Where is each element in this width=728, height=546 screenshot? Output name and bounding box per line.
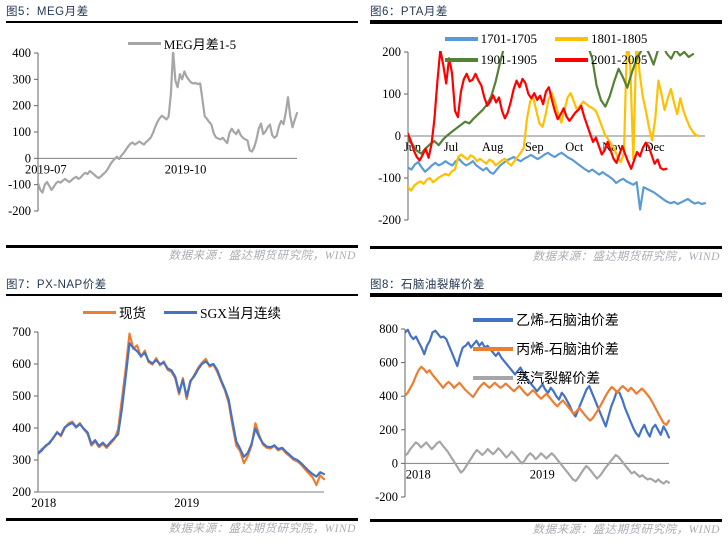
svg-text:200: 200 xyxy=(12,99,31,113)
svg-text:600: 600 xyxy=(12,357,31,371)
chart-fig6: -200 -100 0 100 200 Jun Jul Aug Sep Oct Nov Dec 170… xyxy=(370,24,722,246)
series-line xyxy=(408,151,706,211)
source-note: 数据来源：盛达期货研究院，WIND xyxy=(532,251,720,263)
svg-text:Sep: Sep xyxy=(525,140,544,154)
chart-fig8: -200 0 200 400 600 800 2018 2019 乙烯-石脑油价差 丙烯-石脑油… xyxy=(370,297,722,519)
series-line xyxy=(38,342,325,478)
svg-text:2019: 2019 xyxy=(530,467,555,481)
svg-text:0: 0 xyxy=(395,129,401,143)
svg-text:Jul: Jul xyxy=(444,140,459,154)
svg-text:600: 600 xyxy=(379,356,398,370)
chart-panel-fig6: 图6：PTA月差 -200 -100 0 100 200 Jun Jul Aug Sep Oct N… xyxy=(364,0,728,273)
svg-text:400: 400 xyxy=(12,421,31,435)
svg-text:-200: -200 xyxy=(378,213,401,227)
svg-text:-200: -200 xyxy=(375,490,398,504)
svg-text:0: 0 xyxy=(25,151,31,165)
series-line xyxy=(405,440,670,485)
title-divider xyxy=(6,21,358,23)
series-line xyxy=(38,332,325,487)
svg-text:200: 200 xyxy=(379,423,398,437)
chart-title-fig7: 图7：PX-NAP价差 xyxy=(6,279,107,291)
source-note: 数据来源：盛达期货研究院，WIND xyxy=(168,523,356,535)
px-nap-spread-line-chart: 200 300 400 500 600 700 2018 2019 xyxy=(12,325,325,510)
svg-text:300: 300 xyxy=(12,453,31,467)
svg-text:2019-07: 2019-07 xyxy=(25,162,67,176)
svg-text:700: 700 xyxy=(12,325,31,339)
chart-title-fig8: 图8：石脑油裂解价差 xyxy=(370,279,485,291)
svg-text:2018: 2018 xyxy=(406,467,431,481)
chart-panel-fig7: 图7：PX-NAP价差 200 300 400 500 600 700 2018 2019 现… xyxy=(0,273,364,546)
naphtha-crack-spread-line-chart: -200 0 200 400 600 800 2018 2019 xyxy=(375,322,670,504)
svg-text:-200: -200 xyxy=(8,204,31,218)
svg-text:500: 500 xyxy=(12,389,31,403)
chart-panel-fig5: 图5：MEG月差 -200 -100 0 100 200 300 400 2019-07 201… xyxy=(0,0,364,273)
source-note: 数据来源：盛达期货研究院，WIND xyxy=(532,524,720,536)
svg-text:300: 300 xyxy=(12,72,31,86)
series-line xyxy=(38,52,298,194)
bottom-divider xyxy=(6,245,358,248)
svg-text:Aug: Aug xyxy=(482,140,504,154)
series-line xyxy=(405,365,670,426)
series-line xyxy=(408,51,701,192)
svg-text:-100: -100 xyxy=(378,171,401,185)
chart-fig7: 200 300 400 500 600 700 2018 2019 现货 SGX当月连续 xyxy=(6,296,358,518)
svg-text:2019-10: 2019-10 xyxy=(165,162,207,176)
series-line xyxy=(408,51,695,155)
svg-text:400: 400 xyxy=(12,46,31,60)
svg-text:Oct: Oct xyxy=(565,140,584,154)
svg-text:200: 200 xyxy=(382,45,401,59)
svg-text:400: 400 xyxy=(379,389,398,403)
chart-panel-fig8: 图8：石脑油裂解价差 -200 0 200 400 600 800 2018 2019 乙烯-… xyxy=(364,273,728,546)
svg-text:800: 800 xyxy=(379,322,398,336)
series-line xyxy=(408,51,668,171)
series-line xyxy=(405,328,670,439)
meg-month-spread-line-chart: -200 -100 0 100 200 300 400 2019-07 2019-10 xyxy=(8,46,298,218)
chart-title-fig5: 图5：MEG月差 xyxy=(6,6,89,18)
svg-text:200: 200 xyxy=(12,485,31,499)
bottom-divider xyxy=(370,519,722,522)
title-divider xyxy=(6,294,358,296)
svg-text:0: 0 xyxy=(392,456,398,470)
svg-text:100: 100 xyxy=(12,125,31,139)
svg-text:2019: 2019 xyxy=(174,496,199,510)
svg-text:2018: 2018 xyxy=(31,496,56,510)
svg-text:100: 100 xyxy=(382,87,401,101)
svg-text:-100: -100 xyxy=(8,178,31,192)
chart-fig5: -200 -100 0 100 200 300 400 2019-07 2019-10 MEG月… xyxy=(6,23,358,245)
title-divider xyxy=(370,293,722,297)
bottom-divider xyxy=(6,518,358,521)
chart-title-fig6: 图6：PTA月差 xyxy=(370,6,448,18)
bottom-divider xyxy=(370,246,722,249)
title-divider xyxy=(370,20,722,24)
source-note: 数据来源：盛达期货研究院，WIND xyxy=(168,250,356,262)
